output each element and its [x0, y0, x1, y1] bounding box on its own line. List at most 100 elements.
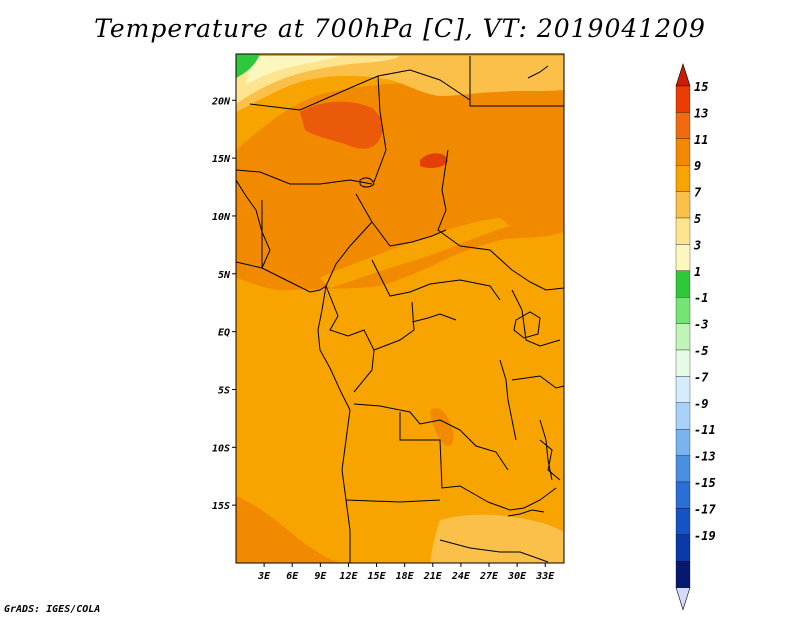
- colorbar-label: 13: [694, 106, 708, 120]
- border-angola-zambia: [399, 412, 489, 503]
- lon-tick-label: 27E: [479, 571, 499, 582]
- lon-tick-label: 12E: [339, 571, 358, 582]
- lat-tick-label: 15S: [212, 501, 230, 512]
- colorbar-label: 11: [694, 133, 708, 147]
- colorbar-swatch: [675, 244, 691, 271]
- colorbar-swatch: [675, 112, 691, 139]
- lat-tick-label: 10N: [212, 212, 231, 223]
- lon-tick-label: 3E: [257, 571, 271, 582]
- country-borders: [236, 56, 564, 563]
- border-drc-south: [353, 403, 509, 471]
- colorbar-bottom-tip: [675, 587, 691, 611]
- coast-gulf-guinea: [236, 261, 327, 293]
- lat-tick-label: 5N: [218, 270, 231, 281]
- lake-chad: [359, 177, 375, 188]
- colorbar-label: 9: [694, 159, 701, 173]
- colorbar-swatch: [675, 455, 691, 483]
- border-uganda-kenya: [511, 289, 561, 347]
- field-13-15-core: [300, 101, 383, 149]
- lat-tick-label: 15N: [212, 154, 231, 165]
- lon-tick-label: 24E: [451, 571, 471, 582]
- lon-tick-label: 15E: [368, 571, 387, 582]
- border-egypt-sudan: [469, 56, 564, 107]
- colorbar-swatch: [675, 85, 691, 113]
- colorbar-label: -13: [694, 450, 716, 464]
- border-west-coast-north: [236, 179, 271, 269]
- colorbar-swatch: [675, 165, 691, 192]
- lake-victoria: [513, 311, 541, 339]
- border-niger-nigeria: [236, 169, 373, 185]
- congo-river: [411, 313, 457, 323]
- colorbar-label: 1: [694, 265, 701, 279]
- colorbar-label: 7: [694, 186, 702, 200]
- field-13-15-patch: [420, 153, 448, 168]
- field-11-13-east: [430, 408, 454, 447]
- colorbar-label: -11: [694, 423, 716, 437]
- colorbar-label: -9: [694, 397, 708, 411]
- colorbar-swatch: [675, 481, 691, 509]
- border-south-africa: [439, 539, 549, 563]
- colorbar-swatch: [675, 217, 691, 245]
- colorbar-swatch: [675, 270, 691, 298]
- coast-west-central: [317, 285, 351, 563]
- border-congo-gabon: [325, 285, 375, 393]
- longitude-axis: 3E 6E 9E 12E 15E 18E 21E 24E 27E 30E 33E: [257, 563, 555, 582]
- border-south-sudan-east: [459, 245, 564, 291]
- border-nigeria-cameroon: [325, 193, 373, 287]
- lat-tick-label: EQ: [218, 328, 230, 339]
- lon-tick-label: 30E: [507, 571, 527, 582]
- colorbar-label: -17: [694, 502, 716, 516]
- colorbar-swatch: [675, 534, 691, 562]
- lon-tick-label: 18E: [396, 571, 415, 582]
- field-7-9-north: [236, 56, 564, 112]
- border-tanzania: [511, 375, 564, 389]
- colorbar-swatch: [675, 323, 691, 351]
- colorbar-label: 15: [694, 80, 708, 94]
- colorbar-label: -5: [694, 344, 708, 358]
- field-7-9-southeast: [430, 514, 564, 563]
- colorbar-swatch: [675, 191, 691, 219]
- lon-tick-label: 6E: [286, 571, 299, 582]
- field-11-13-southwest: [236, 496, 340, 563]
- colorbar-label: -15: [694, 476, 716, 490]
- colorbar-label: 5: [694, 212, 701, 226]
- colorbar-top-tip: [675, 63, 691, 87]
- border-libya-chad: [373, 75, 387, 183]
- colorbar-swatch: [675, 349, 691, 377]
- colorbar-swatch: [675, 297, 691, 324]
- colorbar-label: 3: [693, 238, 701, 252]
- lon-tick-label: 33E: [535, 571, 555, 582]
- lat-tick-label: 10S: [212, 443, 230, 454]
- field-1-3-corner: [236, 54, 260, 78]
- border-chad-sudan: [437, 149, 461, 247]
- colorbar-label: -19: [694, 529, 716, 543]
- border-drc-west: [373, 301, 415, 351]
- lake-malawi: [539, 419, 553, 481]
- lake-tanganyika: [499, 359, 517, 441]
- border-car-drc: [371, 259, 501, 301]
- credit-label: GrADS: IGES/COLA: [4, 604, 101, 615]
- coast-red-sea: [527, 65, 549, 79]
- colorbar-swatch: [675, 561, 691, 588]
- colorbar-swatch: [675, 138, 691, 166]
- border-zambia-zimbabwe: [487, 487, 557, 511]
- colorbar-swatch: [675, 429, 691, 456]
- colorbar-swatch: [675, 376, 691, 403]
- zambezi-river: [507, 509, 545, 517]
- field-3-5-north: [246, 56, 340, 84]
- temperature-field: [236, 54, 564, 563]
- colorbar-swatch: [675, 402, 691, 430]
- colorbar-label: -7: [694, 370, 709, 384]
- colorbar-label: -3: [694, 318, 708, 332]
- colorbar-swatch: [675, 508, 691, 535]
- border-chad-car: [371, 221, 447, 247]
- border-angola-namibia: [345, 499, 441, 503]
- lon-tick-label: 21E: [423, 571, 443, 582]
- coastlines: [236, 65, 553, 563]
- lat-tick-label: 20N: [211, 96, 231, 107]
- map-frame: [235, 53, 565, 564]
- colorbar-swatches: 15 13 11 9 7 5 3 1 -1 -3 -5 -7 -9 -11 -13 -15 -17 -19: [675, 63, 716, 611]
- lat-tick-label: 5S: [218, 385, 230, 396]
